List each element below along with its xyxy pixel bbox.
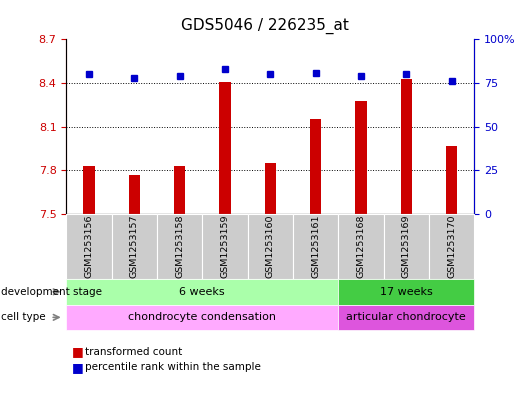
Text: GSM1253157: GSM1253157 [130,215,139,278]
Text: ■: ■ [72,361,83,374]
Bar [129,175,140,214]
Text: transformed count: transformed count [85,347,182,357]
Bar [174,166,185,214]
Text: articular chondrocyte: articular chondrocyte [347,312,466,322]
Text: GDS5046 / 226235_at: GDS5046 / 226235_at [181,18,349,34]
Bar [446,146,457,214]
Bar [310,119,321,214]
Text: development stage: development stage [1,287,102,297]
Bar [355,101,367,214]
Text: GSM1253169: GSM1253169 [402,215,411,278]
Bar [264,163,276,214]
Text: 17 weeks: 17 weeks [380,287,432,297]
Text: 6 weeks: 6 weeks [180,287,225,297]
Text: GSM1253156: GSM1253156 [84,215,93,278]
Text: chondrocyte condensation: chondrocyte condensation [128,312,276,322]
Text: GSM1253160: GSM1253160 [266,215,275,278]
Bar [219,82,231,214]
Text: GSM1253159: GSM1253159 [220,215,229,278]
Bar [83,166,94,214]
Text: GSM1253161: GSM1253161 [311,215,320,278]
Text: ■: ■ [72,345,83,358]
Text: GSM1253158: GSM1253158 [175,215,184,278]
Bar [401,79,412,214]
Text: percentile rank within the sample: percentile rank within the sample [85,362,261,373]
Text: cell type: cell type [1,312,46,322]
Text: GSM1253168: GSM1253168 [357,215,366,278]
Text: GSM1253170: GSM1253170 [447,215,456,278]
